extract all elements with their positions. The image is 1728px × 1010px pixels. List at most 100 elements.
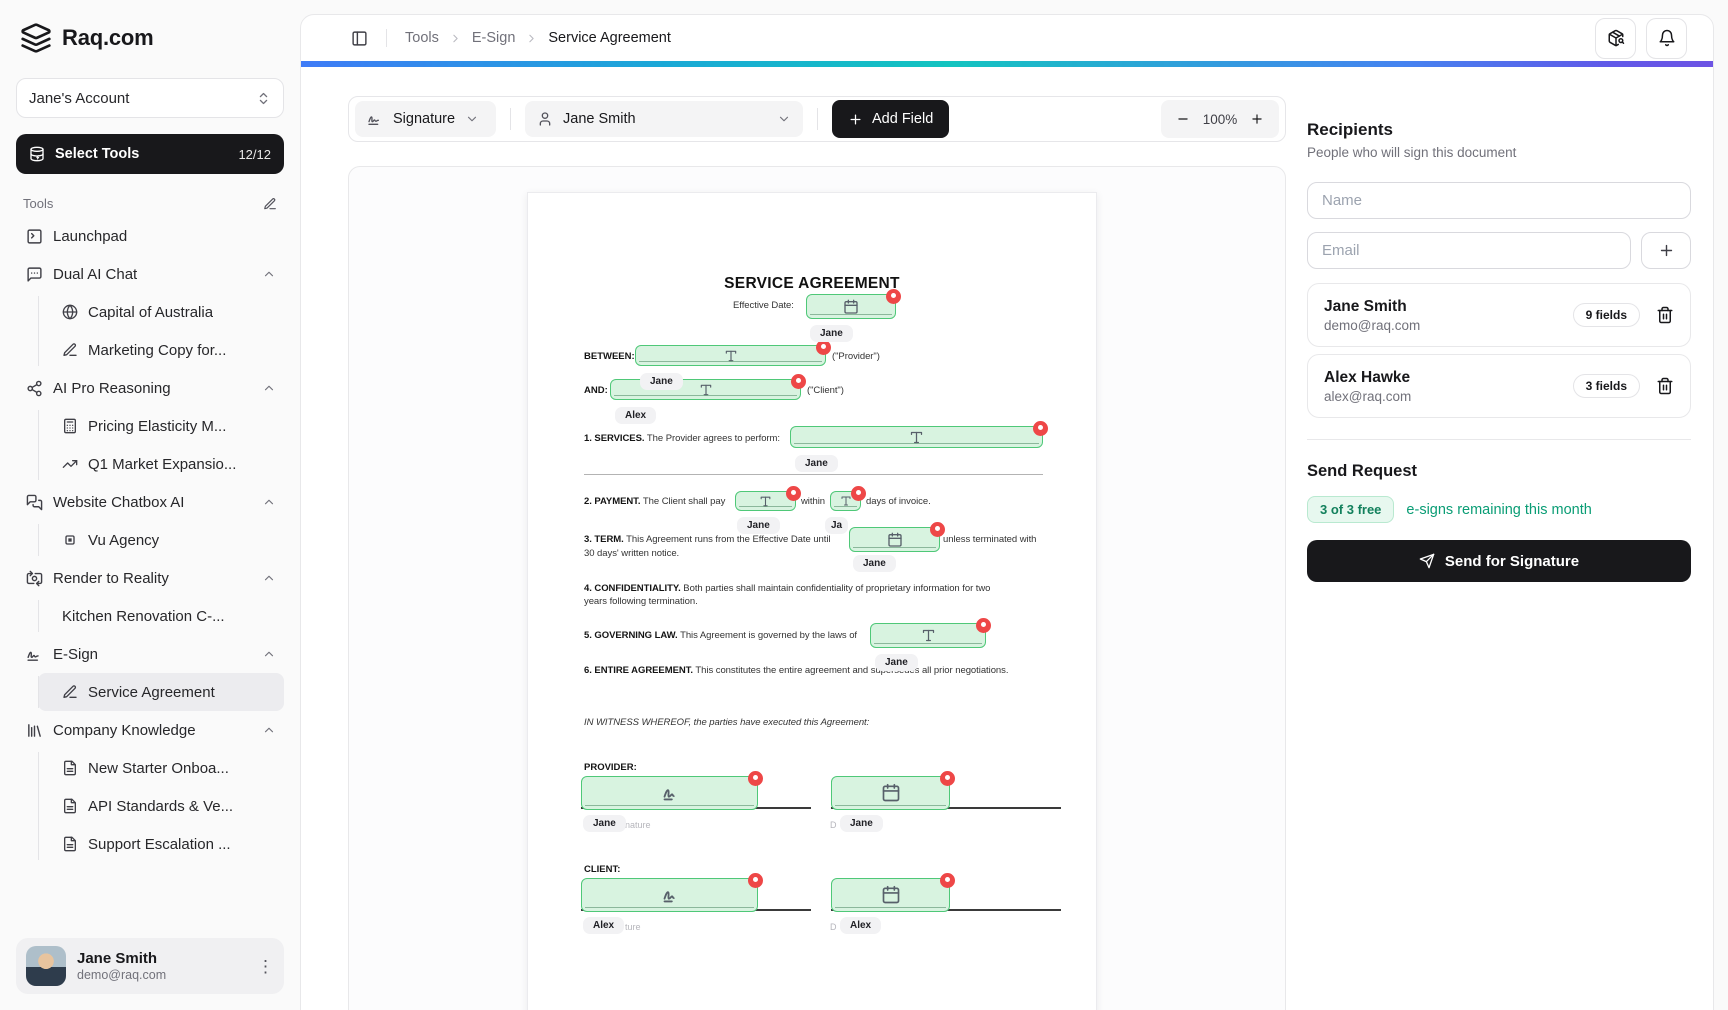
zoom-out-button[interactable] <box>1169 105 1197 133</box>
sidebar-item-launchpad[interactable]: Launchpad <box>16 217 284 255</box>
required-badge[interactable] <box>930 522 945 537</box>
recipient-card: Jane Smith demo@raq.com 9 fields <box>1307 283 1691 347</box>
assignee-chip: Jane <box>875 654 918 671</box>
assignee-chip: Alex <box>583 917 625 934</box>
notifications-bell-button[interactable] <box>1646 17 1687 59</box>
required-badge[interactable] <box>748 873 763 888</box>
field-type-dropdown[interactable]: Signature <box>355 101 496 137</box>
required-badge[interactable] <box>1033 421 1048 436</box>
fields-count-badge: 3 fields <box>1572 374 1640 398</box>
text-field-icon <box>922 629 934 642</box>
term-line-2: 30 days' written notice. <box>584 548 680 559</box>
confidentiality-line-2: years following termination. <box>584 596 698 607</box>
sidebar-subitem-marketing-copy[interactable]: Marketing Copy for... <box>38 331 284 369</box>
kebab-menu-icon[interactable]: ⋮ <box>257 956 274 976</box>
chevron-up-icon[interactable] <box>262 267 276 281</box>
term-line-end: unless terminated with <box>943 534 1037 545</box>
switch-camera-icon <box>26 570 43 587</box>
sidebar-item-dual-ai-chat[interactable]: Dual AI Chat <box>16 255 284 293</box>
required-badge[interactable] <box>976 618 991 633</box>
trash-icon[interactable] <box>1656 306 1674 324</box>
recipient-dropdown[interactable]: Jane Smith <box>525 101 803 137</box>
recipient-email-input[interactable] <box>1307 232 1631 269</box>
chevron-up-icon[interactable] <box>262 647 276 661</box>
select-tools-button[interactable]: Select Tools 12/12 <box>16 134 284 174</box>
sidebar-subitem-pricing-elasticity[interactable]: Pricing Elasticity M... <box>38 407 284 445</box>
trash-icon[interactable] <box>1656 377 1674 395</box>
add-field-button[interactable]: Add Field <box>832 100 950 138</box>
required-badge[interactable] <box>940 771 955 786</box>
sidebar-subitem-api-standards[interactable]: API Standards & Ve... <box>38 787 284 825</box>
text-field-icon <box>700 384 711 395</box>
assignee-chip: Jane <box>840 815 883 832</box>
sidebar-subitem-vu-agency[interactable]: Vu Agency <box>38 521 284 559</box>
user-card[interactable]: Jane Smith demo@raq.com ⋮ <box>16 938 284 994</box>
sidebar-subitem-support-escalation[interactable]: Support Escalation ... <box>38 825 284 863</box>
send-for-signature-button[interactable]: Send for Signature <box>1307 540 1691 582</box>
client-date-field[interactable] <box>831 873 955 912</box>
recipient-email: demo@raq.com <box>1324 317 1421 333</box>
sidebar-item-company-knowledge[interactable]: Company Knowledge <box>16 711 284 749</box>
edit-tools-icon[interactable] <box>263 197 277 211</box>
signature-icon <box>26 646 43 663</box>
add-recipient-button[interactable] <box>1641 232 1691 269</box>
sidebar-subitem-service-agreement[interactable]: Service Agreement <box>38 673 284 711</box>
chevron-up-icon[interactable] <box>262 381 276 395</box>
provider-signature-field[interactable] <box>581 771 763 810</box>
breadcrumb-e-sign[interactable]: E-Sign <box>471 30 516 46</box>
text-field-icon <box>725 350 736 361</box>
required-badge[interactable] <box>786 486 801 501</box>
required-badge[interactable] <box>748 771 763 786</box>
client-block-label: CLIENT: <box>584 864 621 875</box>
sidebar-subitem-capital-of-australia[interactable]: Capital of Australia <box>38 293 284 331</box>
breadcrumb-tools[interactable]: Tools <box>405 30 439 46</box>
required-badge[interactable] <box>851 486 866 501</box>
pen-icon <box>62 342 78 358</box>
payment-amount-field[interactable] <box>735 486 801 511</box>
client-signature-field[interactable] <box>581 873 763 912</box>
signature-hint-fragment: nature <box>625 820 651 830</box>
required-badge[interactable] <box>940 873 955 888</box>
recipient-name-input[interactable] <box>1307 182 1691 219</box>
zoom-in-button[interactable] <box>1243 105 1271 133</box>
package-search-button[interactable] <box>1595 17 1636 59</box>
plus-icon <box>848 112 863 127</box>
provider-name-field[interactable] <box>635 340 831 366</box>
chevron-up-icon[interactable] <box>262 495 276 509</box>
sidebar-toggle-button[interactable] <box>351 30 368 47</box>
sidebar-item-ai-pro-reasoning[interactable]: AI Pro Reasoning <box>16 369 284 407</box>
payment-days-field[interactable] <box>830 486 866 511</box>
calendar-icon <box>882 783 899 802</box>
sidebar-item-e-sign[interactable]: E-Sign <box>16 635 284 673</box>
sidebar-subitem-new-starter-onboarding[interactable]: New Starter Onboa... <box>38 749 284 787</box>
governing-law-field[interactable] <box>870 618 991 648</box>
send-request-title: Send Request <box>1307 462 1418 480</box>
sidebar-item-render-to-reality[interactable]: Render to Reality <box>16 559 284 597</box>
sidebar-subitem-kitchen-renovation[interactable]: Kitchen Renovation C-... <box>62 607 225 625</box>
services-field[interactable] <box>790 421 1048 448</box>
chevron-up-icon[interactable] <box>262 571 276 585</box>
sidebar-subitem-q1-market-expansion[interactable]: Q1 Market Expansio... <box>38 445 284 483</box>
library-icon <box>26 722 43 739</box>
effective-date-label: Effective Date: <box>733 300 794 311</box>
required-badge[interactable] <box>816 340 831 355</box>
brand-name: Raq.com <box>62 25 154 50</box>
required-badge[interactable] <box>886 289 901 304</box>
chevron-right-icon <box>449 32 462 45</box>
client-name-field[interactable] <box>610 374 806 400</box>
calendar-icon <box>887 532 902 547</box>
sidebar-item-website-chatbox-ai[interactable]: Website Chatbox AI <box>16 483 284 521</box>
effective-date-field[interactable] <box>806 289 901 319</box>
chevron-down-icon <box>465 112 479 126</box>
term-date-field[interactable] <box>849 522 945 552</box>
required-badge[interactable] <box>791 374 806 389</box>
sidebar-nav: Launchpad Dual AI Chat Capital of Austra… <box>16 217 284 938</box>
recipient-actions: 9 fields <box>1572 303 1674 327</box>
file-text-icon <box>62 760 78 776</box>
tools-section-header: Tools <box>16 196 284 211</box>
provider-date-field[interactable] <box>831 771 955 810</box>
toolbar-divider <box>817 108 818 130</box>
account-selector[interactable]: Jane's Account <box>16 78 284 118</box>
chevron-up-icon[interactable] <box>262 723 276 737</box>
chevrons-up-down-icon <box>256 91 271 106</box>
